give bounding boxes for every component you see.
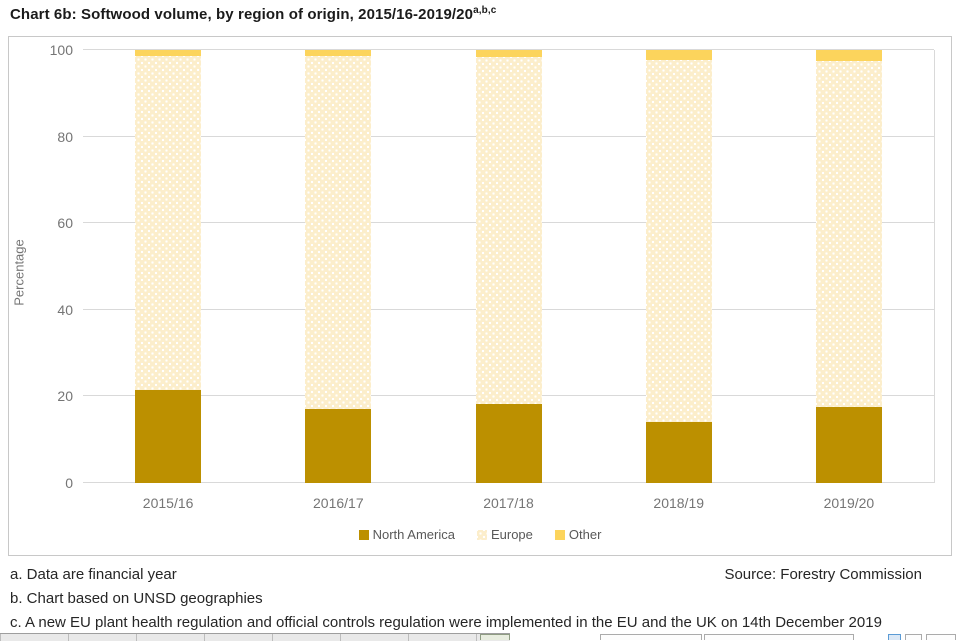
legend-swatch-europe	[476, 529, 487, 540]
bar-2015-16	[135, 50, 202, 483]
sliver-cell	[704, 634, 854, 640]
sliver-grid-cells	[0, 633, 510, 641]
x-label-2017-18: 2017/18	[483, 495, 534, 511]
bar-2016-17	[305, 50, 372, 483]
bar-segment-north-america-2019-20	[815, 407, 882, 483]
chart-panel: Percentage 0 20 40 60 80 100 2015/16 2016/17 20…	[8, 36, 952, 556]
bar-segment-other-2017-18	[475, 50, 542, 57]
legend-label-other: Other	[568, 527, 602, 542]
footnote-c: c. A new EU plant health regulation and …	[10, 614, 882, 631]
bar-2018-19	[645, 50, 712, 483]
bar-segment-other-2018-19	[645, 50, 712, 60]
chart-title: Chart 6b: Softwood volume, by region of …	[10, 5, 496, 23]
x-label-2018-19: 2018/19	[653, 495, 705, 511]
bar-segment-north-america-2018-19	[645, 422, 712, 483]
gridline-100	[83, 49, 934, 50]
x-axis-labels: 2015/16 2016/17 2017/18 2018/19 2019/20	[83, 495, 934, 511]
bar-segment-north-america-2015-16	[135, 389, 202, 483]
bar-segment-north-america-2017-18	[475, 403, 542, 483]
sliver-cell-green	[480, 634, 510, 640]
y-tick-label-100: 100	[49, 42, 73, 58]
legend-item-other: Other	[554, 527, 602, 542]
legend-item-north-america: North America	[358, 527, 455, 542]
chart-title-superscript: a,b,c	[473, 5, 497, 16]
source-text: Source: Forestry Commission	[724, 566, 922, 583]
sliver-cell	[600, 634, 702, 640]
legend-swatch-north-america	[358, 529, 369, 540]
legend: North America Europe Other	[9, 527, 951, 542]
sliver-cell	[926, 634, 956, 640]
bar-segment-north-america-2016-17	[305, 409, 372, 483]
footnote-a: a. Data are financial year	[10, 566, 177, 583]
y-tick-label-20: 20	[57, 388, 73, 405]
x-label-2016-17: 2016/17	[313, 495, 364, 511]
legend-label-europe: Europe	[490, 527, 533, 542]
chart-title-text: Chart 6b: Softwood volume, by region of …	[10, 6, 474, 23]
y-tick-label-60: 60	[57, 215, 73, 232]
bar-slot-2015-16	[83, 50, 253, 483]
legend-label-north-america: North America	[372, 527, 455, 542]
bar-segment-europe-2018-19	[645, 59, 712, 423]
bar-slot-2016-17	[253, 50, 423, 483]
footnote-row-a: a. Data are financial year Source: Fores…	[10, 563, 952, 587]
bar-slot-2019-20	[764, 50, 934, 483]
bar-slot-2017-18	[423, 50, 593, 483]
x-label-2015-16: 2015/16	[142, 495, 194, 511]
y-tick-label-0: 0	[65, 475, 73, 491]
footnotes: a. Data are financial year Source: Fores…	[10, 563, 952, 635]
bar-segment-other-2015-16	[135, 50, 202, 56]
legend-swatch-other	[554, 529, 565, 540]
bar-slot-2018-19	[594, 50, 764, 483]
bar-segment-europe-2019-20	[815, 60, 882, 408]
y-tick-label-40: 40	[57, 301, 73, 318]
sliver-icon-blue	[888, 634, 901, 640]
bar-2019-20	[815, 50, 882, 483]
bar-segment-europe-2015-16	[135, 55, 202, 390]
x-label-2019-20: 2019/20	[823, 495, 875, 511]
legend-item-europe: Europe	[476, 527, 533, 542]
footnote-b: b. Chart based on UNSD geographies	[10, 590, 263, 607]
bottom-ui-sliver	[0, 632, 960, 641]
bar-2017-18	[475, 50, 542, 483]
bars	[83, 50, 934, 483]
y-tick-label-80: 80	[57, 128, 73, 145]
bar-segment-other-2016-17	[305, 50, 372, 56]
bar-segment-other-2019-20	[815, 50, 882, 61]
bar-segment-europe-2017-18	[475, 56, 542, 404]
bar-segment-europe-2016-17	[305, 55, 372, 410]
plot-area	[83, 49, 935, 483]
sliver-cell	[905, 634, 922, 640]
y-axis: 0 20 40 60 80 100	[9, 43, 73, 490]
